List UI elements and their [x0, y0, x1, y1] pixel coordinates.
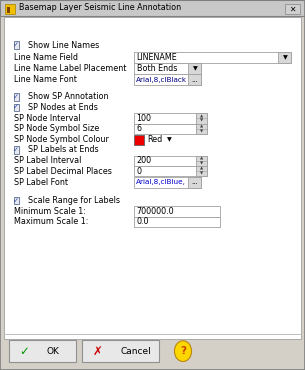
- Text: ...: ...: [192, 77, 198, 83]
- Text: ?: ?: [180, 346, 186, 356]
- Text: Basemap Layer Seismic Line Annotation: Basemap Layer Seismic Line Annotation: [19, 3, 181, 12]
- Text: SP Label Decimal Places: SP Label Decimal Places: [14, 167, 112, 176]
- Text: SP Nodes at Ends: SP Nodes at Ends: [28, 103, 98, 112]
- FancyBboxPatch shape: [196, 156, 207, 166]
- FancyBboxPatch shape: [0, 0, 305, 16]
- Text: SP Label Interval: SP Label Interval: [14, 157, 81, 165]
- Text: 0: 0: [137, 167, 142, 176]
- Text: ▼: ▼: [282, 55, 287, 60]
- Text: Arial,8,clBlue,: Arial,8,clBlue,: [136, 179, 186, 185]
- FancyBboxPatch shape: [285, 4, 300, 14]
- FancyBboxPatch shape: [134, 217, 220, 227]
- Text: Both Ends: Both Ends: [137, 64, 177, 73]
- FancyBboxPatch shape: [188, 74, 201, 85]
- Text: ▲: ▲: [200, 157, 203, 161]
- Text: ▼: ▼: [200, 119, 203, 123]
- Text: Line Name Label Placement: Line Name Label Placement: [14, 64, 126, 73]
- FancyBboxPatch shape: [196, 166, 207, 176]
- Text: SP Labels at Ends: SP Labels at Ends: [28, 145, 99, 154]
- FancyBboxPatch shape: [9, 340, 76, 362]
- Text: ...: ...: [192, 179, 198, 185]
- Text: ✓: ✓: [13, 42, 19, 48]
- Text: Arial,8,clBlack: Arial,8,clBlack: [136, 77, 187, 83]
- Text: ✓: ✓: [13, 147, 19, 153]
- Text: LINENAME: LINENAME: [137, 53, 178, 62]
- Text: ✕: ✕: [289, 4, 296, 13]
- FancyBboxPatch shape: [278, 52, 291, 63]
- Text: ▼: ▼: [167, 137, 172, 142]
- Text: ✗: ✗: [93, 344, 102, 358]
- Text: Line Name Field: Line Name Field: [14, 53, 78, 62]
- FancyBboxPatch shape: [7, 7, 10, 13]
- FancyBboxPatch shape: [188, 63, 201, 74]
- FancyBboxPatch shape: [5, 4, 15, 14]
- Text: 0.0: 0.0: [137, 218, 149, 226]
- Text: SP Node Interval: SP Node Interval: [14, 114, 80, 123]
- FancyBboxPatch shape: [14, 197, 19, 204]
- Text: Cancel: Cancel: [120, 347, 151, 356]
- Text: ▼: ▼: [200, 129, 203, 133]
- Text: SP Node Symbol Size: SP Node Symbol Size: [14, 124, 99, 133]
- Text: Scale Range for Labels: Scale Range for Labels: [28, 196, 120, 205]
- FancyBboxPatch shape: [134, 52, 291, 63]
- FancyBboxPatch shape: [14, 104, 19, 111]
- Text: ▼: ▼: [192, 66, 197, 71]
- Text: 700000.0: 700000.0: [137, 207, 174, 216]
- FancyBboxPatch shape: [82, 340, 159, 362]
- Text: Line Name Font: Line Name Font: [14, 75, 77, 84]
- FancyBboxPatch shape: [188, 177, 201, 188]
- Text: SP Node Symbol Colour: SP Node Symbol Colour: [14, 135, 109, 144]
- Text: ✓: ✓: [13, 198, 19, 204]
- FancyBboxPatch shape: [196, 124, 207, 134]
- Text: ✓: ✓: [13, 94, 19, 100]
- FancyBboxPatch shape: [4, 17, 301, 339]
- FancyBboxPatch shape: [134, 113, 207, 124]
- Text: ✓: ✓: [20, 344, 29, 358]
- Text: ▼: ▼: [200, 161, 203, 165]
- FancyBboxPatch shape: [134, 63, 201, 74]
- FancyBboxPatch shape: [134, 206, 220, 217]
- Text: ▲: ▲: [200, 114, 203, 118]
- Text: OK: OK: [47, 347, 60, 356]
- Text: ▲: ▲: [200, 124, 203, 128]
- Text: Show Line Names: Show Line Names: [28, 41, 100, 50]
- FancyBboxPatch shape: [14, 41, 19, 49]
- Text: SP Label Font: SP Label Font: [14, 178, 68, 187]
- Text: Red: Red: [148, 135, 163, 144]
- Text: 6: 6: [137, 124, 142, 133]
- Text: ✓: ✓: [13, 104, 19, 110]
- Text: Show SP Annotation: Show SP Annotation: [28, 92, 109, 101]
- Text: Minimum Scale 1:: Minimum Scale 1:: [14, 207, 86, 216]
- Text: ▲: ▲: [200, 167, 203, 171]
- FancyBboxPatch shape: [134, 166, 207, 176]
- FancyBboxPatch shape: [134, 135, 144, 145]
- FancyBboxPatch shape: [14, 146, 19, 154]
- FancyBboxPatch shape: [134, 74, 201, 85]
- Text: Maximum Scale 1:: Maximum Scale 1:: [14, 218, 88, 226]
- Text: 100: 100: [137, 114, 152, 123]
- FancyBboxPatch shape: [134, 156, 207, 166]
- FancyBboxPatch shape: [134, 124, 207, 134]
- Circle shape: [174, 341, 192, 361]
- FancyBboxPatch shape: [196, 113, 207, 124]
- FancyBboxPatch shape: [134, 177, 201, 188]
- FancyBboxPatch shape: [14, 93, 19, 101]
- Text: ▼: ▼: [200, 172, 203, 176]
- Text: 200: 200: [137, 157, 152, 165]
